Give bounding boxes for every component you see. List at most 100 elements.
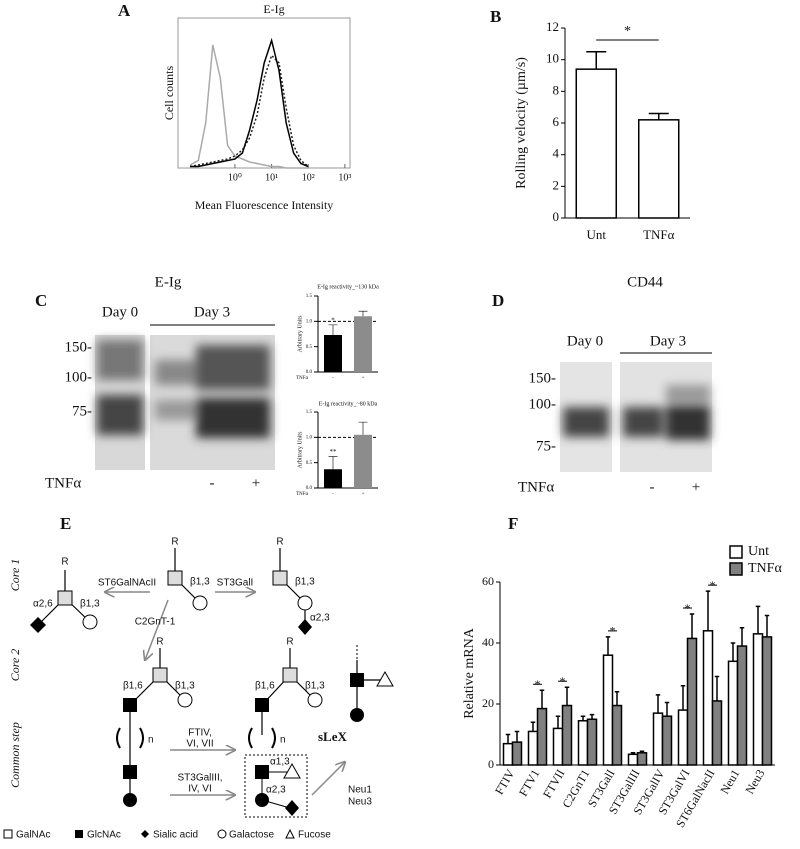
arrows <box>105 592 345 795</box>
gel-title: CD44 <box>627 274 663 290</box>
gel-d: CD44 Day 0 Day 3 150- 100- 75- TNFα - + <box>518 274 712 495</box>
bar <box>324 469 342 488</box>
significance: * <box>535 677 541 691</box>
chart-title: E-Ig <box>263 2 284 16</box>
y-tick-label: 8 <box>553 82 560 97</box>
x-tick-label: TNFα <box>643 227 675 242</box>
error-bar <box>586 51 607 70</box>
y-tick-label: 1.5 <box>306 410 313 415</box>
enzyme: ST3GalI <box>217 578 254 589</box>
error-bar <box>639 750 645 753</box>
lane-label: Day 0 <box>102 304 138 320</box>
bar <box>627 753 639 766</box>
y-tick-label: 4 <box>553 146 560 161</box>
r-label: R <box>171 537 178 548</box>
enzyme: C2GnT-1 <box>135 617 176 628</box>
error-bar <box>614 691 620 706</box>
error-bar <box>689 613 695 639</box>
panel-letter: C <box>35 291 47 310</box>
x-tick-label: - <box>332 492 334 497</box>
linkage: β1,3 <box>175 681 195 692</box>
treatment-label: TNFα <box>518 479 554 495</box>
y-tick-label: 2 <box>553 177 560 192</box>
legend-label: Galactose <box>229 830 274 841</box>
enzyme: ST3GalIII, <box>177 773 222 784</box>
bar <box>611 704 623 766</box>
panel-letter: A <box>118 1 131 20</box>
bar <box>652 712 664 766</box>
significance: * <box>331 316 335 324</box>
significance: * <box>624 24 631 39</box>
chart: E-Ig Cell counts Mean Fluorescence Intensi… <box>162 2 352 212</box>
x-tick-label: Neu3 <box>742 767 767 797</box>
y-tick-label: 0.5 <box>306 461 313 466</box>
legend-label: GlcNAc <box>87 830 121 841</box>
x-axis-label: TNFα <box>296 376 308 381</box>
y-tick-label: 1.5 <box>306 294 313 299</box>
marker-label: 150- <box>65 339 93 355</box>
gel-bands <box>563 385 710 440</box>
error-bar <box>328 456 338 470</box>
y-axis-label: Relative mRNA <box>462 627 477 718</box>
x-tick-label: 10¹ <box>265 172 278 183</box>
x-tick-label: FTV1 <box>516 767 542 799</box>
bar <box>752 633 764 766</box>
error-bar <box>328 324 338 336</box>
histogram-line <box>189 54 309 168</box>
enzyme: IV, VI <box>188 784 212 795</box>
panel-letters: A B C D E F <box>35 1 518 533</box>
legend-label: Fucose <box>298 830 331 841</box>
lane-label: Day 3 <box>194 304 230 320</box>
bar <box>586 718 598 766</box>
significance: * <box>685 601 691 615</box>
repeat-label: n <box>148 735 154 746</box>
treatment-label: TNFα <box>45 475 81 491</box>
bar <box>536 707 548 766</box>
bar <box>661 715 673 766</box>
error-bar <box>655 694 661 714</box>
x-tick-label: 10⁰ <box>228 172 242 183</box>
error-bar <box>714 675 720 701</box>
bar <box>638 119 680 219</box>
bar <box>577 720 589 766</box>
significance: * <box>610 624 616 638</box>
treatment-level: - <box>210 475 215 491</box>
x-axis-label: Mean Fluorescence Intensity <box>195 198 334 212</box>
error-bar <box>564 686 570 706</box>
panel-letter: F <box>508 514 518 533</box>
histogram-line <box>189 44 309 169</box>
chart-title: E-Ig reactivity_~130 kDa <box>317 284 379 290</box>
x-tick-label: + <box>362 492 365 497</box>
y-tick-label: 0.0 <box>306 370 313 375</box>
treatment-level: + <box>692 479 700 495</box>
bar <box>575 68 617 219</box>
chart: 0.0 0.5 1.0 1.5 E-Ig reactivity_~80 kDa Arbit… <box>296 401 378 497</box>
r-label: R <box>276 537 283 548</box>
linkage: α2,3 <box>266 785 286 796</box>
enzyme: VI, VII <box>186 739 213 750</box>
enzyme: ST6GalNAcII <box>98 578 156 589</box>
linkage: β1,3 <box>80 599 100 610</box>
histogram-line <box>190 37 309 168</box>
error-bar <box>358 310 368 317</box>
significance: * <box>710 578 716 592</box>
error-bar <box>589 713 595 720</box>
error-bar <box>664 701 670 717</box>
y-tick-label: 40 <box>482 635 494 649</box>
y-tick-label: 60 <box>482 574 494 588</box>
treatment-level: + <box>252 475 260 491</box>
lane-label: Day 3 <box>650 333 686 349</box>
chart-title: E-Ig reactivity_~80 kDa <box>319 401 378 407</box>
bar <box>636 752 648 766</box>
error-bar <box>630 752 636 755</box>
significance: * <box>560 674 566 688</box>
y-axis-label: Arbitrary Units <box>297 315 303 352</box>
bar <box>511 741 523 766</box>
bar <box>354 434 372 488</box>
error-bar <box>605 636 611 656</box>
bar <box>686 637 698 766</box>
bar <box>677 709 689 766</box>
bar <box>761 636 773 766</box>
bar <box>711 700 723 766</box>
